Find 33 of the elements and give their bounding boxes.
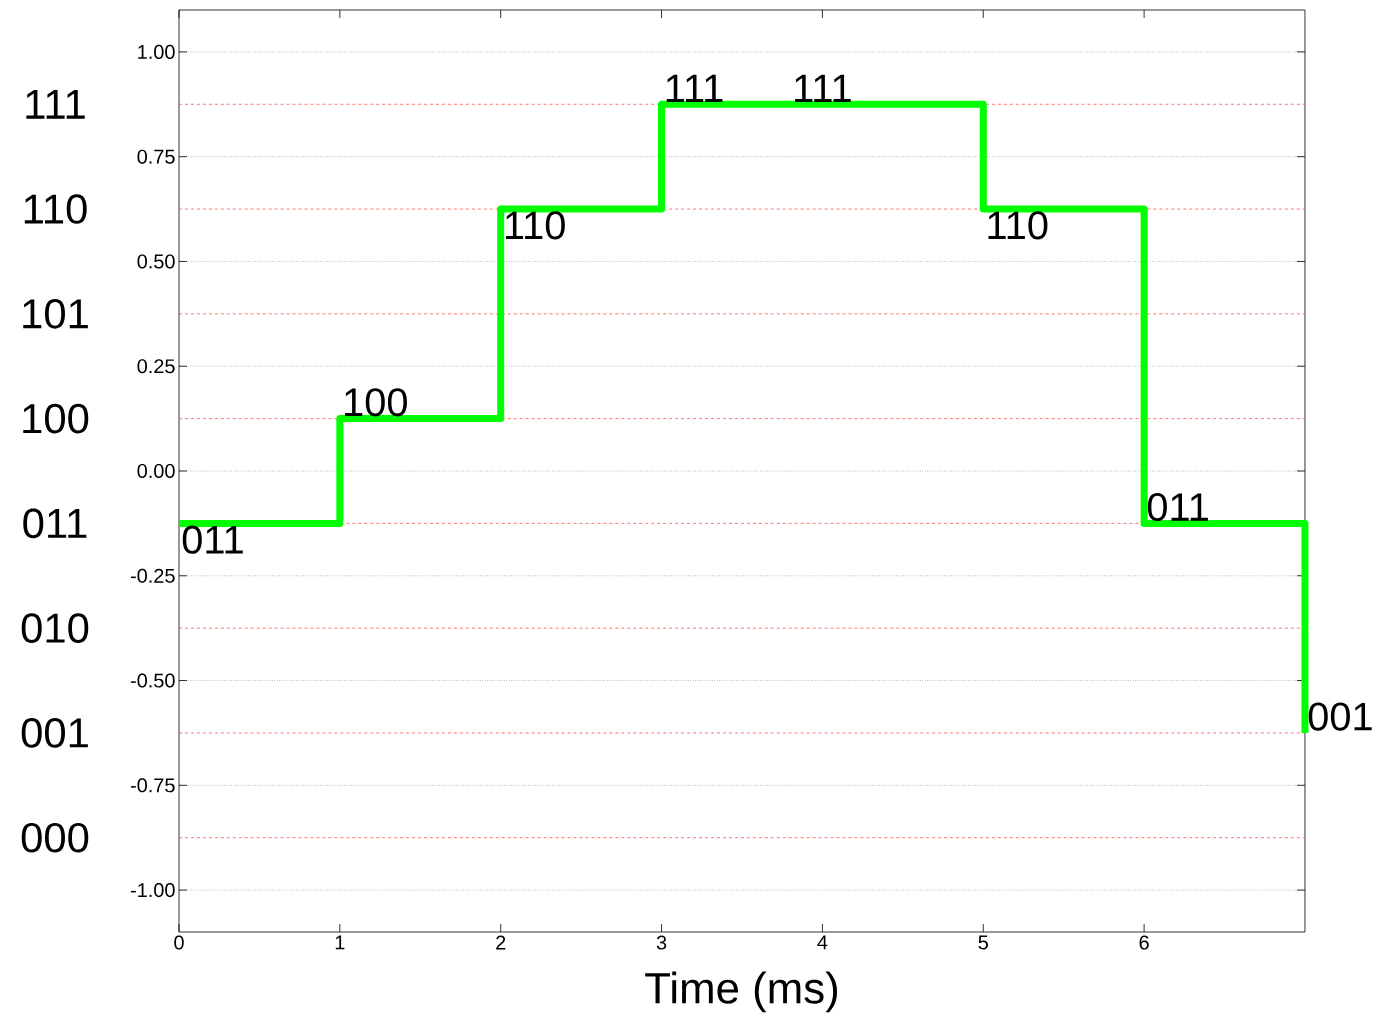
x-tick-label: 0 — [174, 935, 184, 950]
text: 010 — [21, 613, 89, 643]
annotation: 011 — [1147, 492, 1208, 522]
x-axis-title: Time (ms) — [645, 971, 838, 1013]
x-tick-label: 3 — [656, 935, 667, 950]
annotation: 011 — [182, 525, 243, 554]
y-tick-label: 0.00 — [137, 463, 175, 479]
text: 001 — [21, 718, 88, 748]
annotation: 100 — [345, 388, 407, 417]
annotation: 111 — [666, 74, 723, 103]
x-tick-label: 4 — [817, 935, 828, 950]
y-tick-label: 1.00 — [138, 44, 175, 59]
x-tick-label: 6 — [1139, 935, 1149, 950]
x-tick-label: 2 — [496, 935, 506, 950]
y-tick-label: -0.75 — [130, 778, 175, 793]
annotation: 110 — [988, 211, 1048, 240]
x-tick-label: 1 — [335, 935, 345, 950]
text: 110 — [24, 194, 87, 224]
y-tick-label: -1.00 — [130, 883, 175, 898]
y-tick-label: -0.25 — [130, 568, 175, 583]
text: 000 — [21, 822, 89, 853]
x-tick-label: 5 — [978, 935, 988, 950]
annotation: 001 — [1308, 702, 1372, 731]
text: 100 — [23, 403, 89, 434]
text: 111 — [26, 89, 85, 119]
text: 011 — [23, 508, 87, 539]
y-tick-label: 0.25 — [137, 359, 175, 374]
annotation: 110 — [505, 211, 565, 240]
y-tick-label: 0.50 — [137, 254, 175, 269]
y-tick-label: -0.50 — [130, 673, 175, 688]
text: 101 — [23, 299, 88, 329]
annotation: 111 — [795, 74, 851, 103]
y-tick-label: 0.75 — [137, 149, 175, 164]
